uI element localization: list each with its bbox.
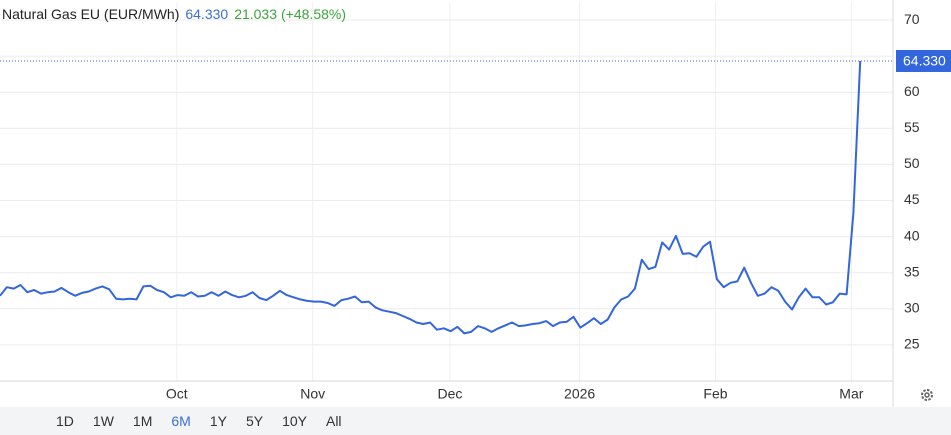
price-line (0, 60, 862, 335)
range-button[interactable]: 5Y (245, 413, 264, 429)
y-tick-label: 55 (904, 119, 920, 135)
chart: Natural Gas EU (EUR/MWh) 64.330 21.033 (+48… (0, 0, 951, 407)
y-tick-label: 50 (904, 155, 920, 171)
header: Natural Gas EU (EUR/MWh) 64.330 21.033 (+48… (2, 6, 346, 22)
change-pct: (+48.58%) (281, 6, 346, 22)
x-tick-label: Mar (839, 386, 863, 402)
y-tick-label: 70 (904, 11, 920, 27)
y-tick-label: 60 (904, 83, 920, 99)
x-tick-label: 2026 (564, 386, 595, 402)
range-button[interactable]: All (325, 413, 342, 429)
range-button[interactable]: 1W (92, 413, 114, 429)
y-tick-label: 35 (904, 263, 920, 279)
x-tick-label: Nov (300, 386, 325, 402)
settings-icon[interactable] (921, 389, 933, 401)
range-bar: 1D 1W 1M 6M 1Y 5Y 10Y All (0, 407, 951, 435)
y-tick-label: 40 (904, 227, 920, 243)
y-tick-label: 30 (904, 300, 920, 316)
range-button[interactable]: 1M (132, 413, 153, 429)
range-button[interactable]: 6M (171, 413, 191, 429)
x-tick-label: Feb (703, 386, 727, 402)
range-button[interactable]: 10Y (282, 413, 307, 429)
change: 21.033 (234, 6, 277, 22)
last-price-label: 64.330 (903, 53, 946, 69)
range-button[interactable]: 1Y (209, 413, 227, 429)
y-tick-label: 45 (904, 191, 920, 207)
price: 64.330 (185, 6, 228, 22)
range-button[interactable]: 1D (56, 413, 74, 429)
x-tick-label: Dec (437, 386, 462, 402)
x-tick-label: Oct (166, 386, 188, 402)
instrument-name: Natural Gas EU (EUR/MWh) (2, 6, 179, 22)
last-price-tag (896, 49, 951, 72)
y-tick-label: 25 (904, 336, 920, 352)
